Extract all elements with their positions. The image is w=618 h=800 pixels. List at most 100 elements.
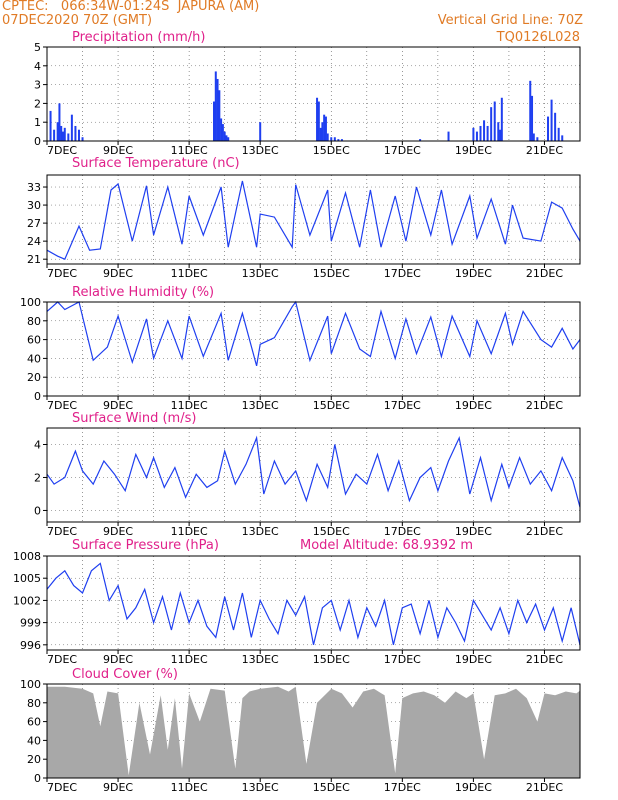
temp-xtick-label: 7DEC (47, 267, 77, 280)
pressure-ytick-label: 996 (20, 639, 41, 652)
rh-series-line (46, 300, 581, 367)
precip-ytick-label: 2 (34, 97, 41, 110)
precip-bar (326, 133, 329, 141)
rh-frame (46, 301, 581, 397)
precip-bar (67, 133, 70, 141)
precip-bar (213, 101, 216, 141)
pressure-ytick-label: 1005 (13, 572, 41, 585)
precip-xtick-label: 13DEC (242, 144, 279, 157)
cloud-xtick-label: 7DEC (47, 781, 77, 794)
rh-title: Relative Humidity (%) (72, 285, 214, 300)
temp-series-line (46, 180, 581, 260)
pressure-frame (46, 555, 581, 651)
precip-bar (497, 122, 500, 141)
precip-bar (53, 129, 56, 141)
temp-ytick-label: 21 (27, 253, 41, 266)
wind-ytick-label: 4 (34, 438, 41, 451)
precip-bar (532, 133, 535, 141)
cloud-frame (46, 683, 581, 779)
precip-ytick-label: 1 (34, 116, 41, 129)
precip-ytick-label: 3 (34, 79, 41, 92)
precip-bar (216, 78, 219, 141)
precip-bar (499, 129, 502, 141)
chart-header: CPTEC: 066:34W-01:24S JAPURA (AM) 07DEC2… (0, 0, 618, 30)
rh-xtick-label: 15DEC (313, 399, 350, 412)
rh-xtick-label: 19DEC (455, 399, 492, 412)
temp-ytick-label: 27 (27, 217, 41, 230)
temp-panel: Surface Temperature (nC) 21 24 27 30 33 7DEC 9D… (27, 156, 581, 280)
precip-bar (323, 114, 326, 141)
wind-ytick-label: 2 (34, 471, 41, 484)
pressure-series-line (46, 562, 581, 645)
precip-xtick-label: 11DEC (171, 144, 208, 157)
rh-ytick-label: 0 (34, 390, 41, 403)
precip-bar (447, 131, 450, 141)
precip-bar (490, 107, 493, 141)
wind-xtick-label: 15DEC (313, 525, 350, 538)
precip-xtick-label: 17DEC (384, 144, 421, 157)
precip-bar (324, 116, 327, 141)
wind-xtick-label: 9DEC (103, 525, 133, 538)
pressure-panel: Surface Pressure (hPa) Model Altitude: 68… (13, 538, 581, 666)
cloud-xtick-label: 21DEC (526, 781, 563, 794)
precip-xtick-label: 19DEC (455, 144, 492, 157)
precip-bar (49, 110, 52, 141)
pressure-xtick-label: 13DEC (242, 653, 279, 666)
precip-bar (330, 137, 333, 141)
rh-ytick-label: 40 (27, 352, 41, 365)
precip-bar (557, 127, 560, 141)
temp-xtick-label: 17DEC (384, 267, 421, 280)
temp-xtick-label: 9DEC (103, 267, 133, 280)
cloud-area (47, 686, 580, 778)
pressure-ytick-label: 1002 (13, 594, 41, 607)
precip-bar (554, 112, 557, 141)
cloud-ytick-label: 40 (27, 734, 41, 747)
pressure-subtitle: Model Altitude: 68.9392 m (300, 538, 473, 553)
wind-xtick-label: 11DEC (171, 525, 208, 538)
precip-bar (81, 137, 84, 141)
precip-frame (46, 46, 581, 142)
rh-xtick-label: 17DEC (384, 399, 421, 412)
cloud-ytick-label: 100 (20, 678, 41, 691)
rh-ytick-label: 60 (27, 334, 41, 347)
pressure-xtick-label: 19DEC (455, 653, 492, 666)
precip-bar (419, 139, 422, 141)
pressure-xtick-label: 17DEC (384, 653, 421, 666)
precip-bar (77, 129, 80, 141)
wind-xtick-label: 17DEC (384, 525, 421, 538)
precip-bar (225, 135, 228, 141)
precip-bar (321, 122, 324, 141)
cloud-xtick-label: 13DEC (242, 781, 279, 794)
temp-frame (46, 174, 581, 265)
pressure-xtick-label: 15DEC (313, 653, 350, 666)
wind-xtick-label: 21DEC (526, 525, 563, 538)
rh-panel: Relative Humidity (%) 0 20 40 60 80 100 7DEC 9DE… (20, 285, 581, 412)
precip-bar (214, 71, 217, 141)
precip-bar (221, 124, 224, 141)
precip-ytick-label: 4 (34, 60, 41, 73)
wind-series-line (46, 435, 581, 508)
pressure-xtick-label: 21DEC (526, 653, 563, 666)
cloud-xtick-label: 19DEC (455, 781, 492, 794)
grid-line-note: Vertical Grid Line: 70Z (437, 13, 583, 28)
pressure-ytick-label: 999 (20, 617, 41, 630)
wind-xtick-label: 19DEC (455, 525, 492, 538)
pressure-title: Surface Pressure (hPa) (72, 538, 219, 553)
wind-panel: Surface Wind (m/s) 0 2 4 7DEC 9DEC 11DEC 13DEC 1… (34, 411, 581, 538)
precip-bar (319, 127, 322, 141)
precip-bar (531, 95, 534, 141)
precip-bar (493, 101, 496, 141)
cloud-ytick-label: 60 (27, 716, 41, 729)
precip-bar (74, 125, 77, 141)
temp-xtick-label: 21DEC (526, 267, 563, 280)
wind-xtick-label: 7DEC (47, 525, 77, 538)
precip-bar (220, 118, 223, 141)
precip-bar (486, 125, 489, 141)
pressure-xtick-label: 11DEC (171, 653, 208, 666)
temp-xtick-label: 11DEC (171, 267, 208, 280)
temp-xtick-label: 13DEC (242, 267, 279, 280)
precip-bar (337, 139, 340, 141)
cloud-ytick-label: 80 (27, 697, 41, 710)
temp-ytick-label: 24 (27, 235, 41, 248)
